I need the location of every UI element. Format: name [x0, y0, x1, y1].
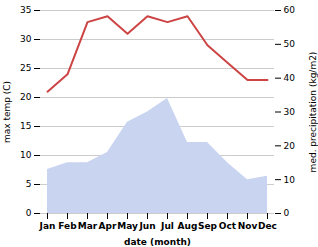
- svg-text:Aug: Aug: [178, 221, 198, 231]
- svg-text:Apr: Apr: [99, 221, 117, 231]
- svg-text:Jun: Jun: [138, 221, 155, 231]
- svg-text:max temp (C): max temp (C): [2, 81, 12, 143]
- svg-text:Jul: Jul: [160, 221, 174, 231]
- svg-text:35: 35: [20, 5, 31, 15]
- svg-text:15: 15: [20, 121, 31, 131]
- svg-text:Nov: Nov: [238, 221, 258, 231]
- svg-text:5: 5: [26, 179, 32, 189]
- svg-text:30: 30: [284, 107, 296, 117]
- svg-text:date (month): date (month): [124, 237, 191, 247]
- svg-text:30: 30: [20, 34, 32, 44]
- svg-text:Dec: Dec: [258, 221, 277, 231]
- svg-text:Oct: Oct: [219, 221, 237, 231]
- svg-text:10: 10: [284, 175, 296, 185]
- svg-text:Mar: Mar: [78, 221, 98, 231]
- svg-text:40: 40: [284, 73, 296, 83]
- svg-text:60: 60: [284, 5, 296, 15]
- svg-text:10: 10: [20, 150, 32, 160]
- svg-text:25: 25: [20, 63, 31, 73]
- svg-text:Sep: Sep: [198, 221, 218, 231]
- svg-text:Jan: Jan: [39, 221, 56, 231]
- svg-text:20: 20: [20, 92, 32, 102]
- svg-text:May: May: [117, 221, 138, 231]
- svg-text:0: 0: [26, 208, 32, 218]
- svg-text:Feb: Feb: [58, 221, 77, 231]
- svg-text:50: 50: [284, 39, 296, 49]
- svg-text:20: 20: [284, 141, 296, 151]
- svg-text:0: 0: [284, 208, 290, 218]
- svg-text:med. precipitation (kg/m2): med. precipitation (kg/m2): [308, 52, 318, 173]
